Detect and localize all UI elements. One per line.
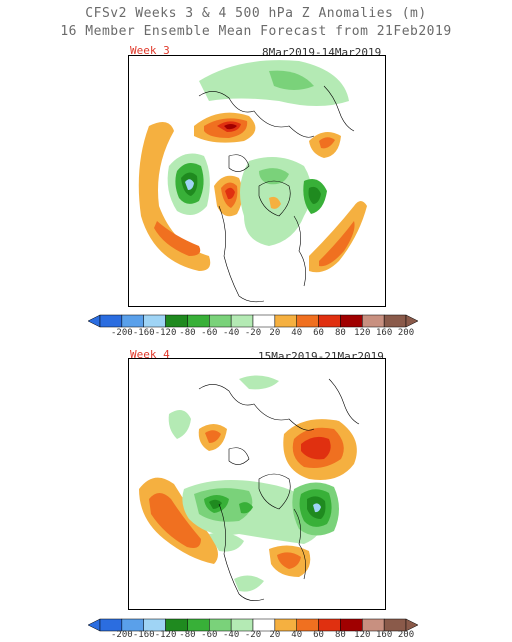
colorbar-left-arrow <box>88 314 101 328</box>
colorbar-tick-label: -80 <box>179 328 196 338</box>
colorbar-tick-label: 200 <box>397 328 415 338</box>
colorbar-right-arrow <box>405 618 418 632</box>
colorbar-tick-label: 40 <box>291 630 303 640</box>
colorbar-swatch <box>383 314 407 328</box>
week3-map <box>128 55 386 307</box>
colorbar-tick-label: -20 <box>244 630 262 640</box>
colorbar-swatch <box>230 314 254 328</box>
colorbar-tick-label: 60 <box>313 328 324 338</box>
colorbar-tick-label: -200 <box>111 630 133 640</box>
colorbar-tick-label: 120 <box>354 630 371 640</box>
week4-label: Week 4 <box>130 348 170 361</box>
colorbar-tick-label: 20 <box>269 328 281 338</box>
colorbar-2-labels: -200 -160 -120 -80 -60 -40 -20 20 40 60 80 120 160 20… <box>88 630 418 642</box>
colorbar-tick-label: -200 <box>111 328 133 338</box>
colorbar-tick-label: 80 <box>335 630 346 640</box>
week3-label: Week 3 <box>130 44 170 57</box>
colorbar-swatch <box>121 314 144 328</box>
colorbar-swatch <box>99 314 123 328</box>
colorbar-swatch <box>274 314 297 328</box>
colorbar-tick-label: -120 <box>154 328 177 338</box>
colorbar-tick-label: 160 <box>376 630 393 640</box>
colorbar-tick-label: -160 <box>132 630 155 640</box>
week4-map <box>128 358 386 610</box>
colorbar-swatch <box>296 314 319 328</box>
colorbar-tick-label: 80 <box>335 328 346 338</box>
colorbar-tick-label: -160 <box>132 328 155 338</box>
colorbar-right-arrow <box>405 314 418 328</box>
chart-subtitle: 16 Member Ensemble Mean Forecast from 21… <box>60 24 452 39</box>
colorbar-tick-label: -40 <box>223 630 240 640</box>
colorbar-tick-label: -120 <box>154 630 177 640</box>
colorbar-tick-label: -60 <box>201 630 218 640</box>
colorbar-tick-label: -40 <box>223 328 240 338</box>
colorbar-tick-label: 40 <box>291 328 303 338</box>
colorbar-swatch <box>318 314 341 328</box>
colorbar-2 <box>88 618 418 632</box>
colorbar-1-labels: -200 -160 -120 -80 -60 -40 -20 20 40 60 80 120 160 20… <box>88 328 418 340</box>
colorbar-swatch <box>252 314 276 328</box>
colorbar-swatch <box>165 314 188 328</box>
colorbar-swatch <box>209 314 232 328</box>
colorbar-tick-label: -20 <box>244 328 262 338</box>
colorbar-tick-label: -60 <box>201 328 218 338</box>
colorbar-1 <box>88 314 418 328</box>
colorbar-tick-label: 120 <box>354 328 371 338</box>
colorbar-swatch <box>187 314 210 328</box>
colorbar-swatch <box>143 314 166 328</box>
colorbar-swatch <box>362 314 385 328</box>
colorbar-tick-label: 60 <box>313 630 324 640</box>
colorbar-tick-label: 160 <box>376 328 393 338</box>
colorbar-tick-label: 200 <box>397 630 415 640</box>
chart-title: CFSv2 Weeks 3 & 4 500 hPa Z Anomalies (m… <box>85 6 427 21</box>
colorbar-tick-label: 20 <box>269 630 281 640</box>
colorbar-swatch <box>340 314 363 328</box>
colorbar-tick-label: -80 <box>179 630 196 640</box>
